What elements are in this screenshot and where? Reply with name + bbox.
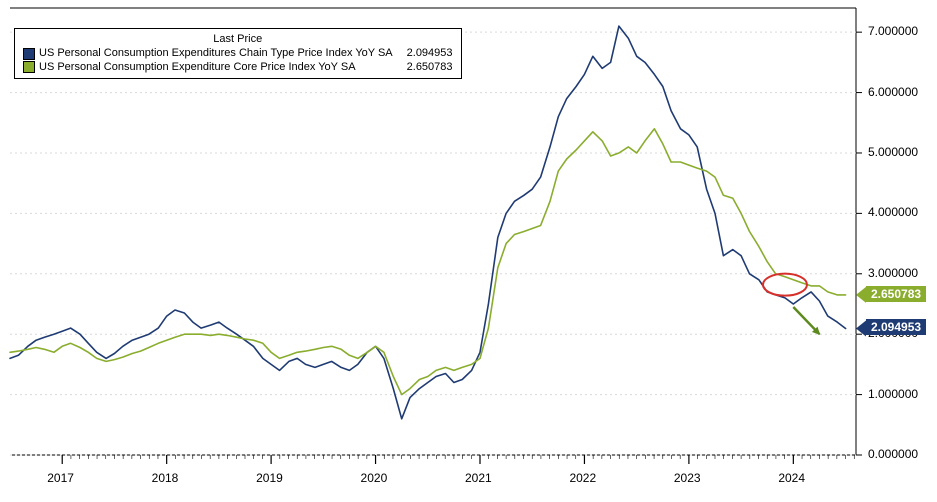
series-headline	[10, 26, 846, 419]
legend-row: US Personal Consumption Expenditures Cha…	[23, 47, 453, 61]
legend-box: Last Price US Personal Consumption Expen…	[14, 28, 462, 79]
legend-label: US Personal Consumption Expenditure Core…	[39, 61, 393, 75]
legend-swatch	[23, 61, 35, 73]
y-tick-label: 4.000000	[868, 205, 918, 219]
y-tick-label: 0.000000	[868, 447, 918, 461]
series-core	[10, 129, 846, 395]
y-tick-label: 1.000000	[868, 387, 918, 401]
y-tick-label: 3.000000	[868, 266, 918, 280]
y-tick-label: 7.000000	[868, 24, 918, 38]
end-label: 2.650783	[866, 286, 926, 302]
x-tick-label: 2022	[569, 471, 596, 485]
pce-chart: Last Price US Personal Consumption Expen…	[0, 0, 937, 502]
x-tick-label: 2018	[152, 471, 179, 485]
x-tick-label: 2019	[256, 471, 283, 485]
x-tick-label: 2023	[674, 471, 701, 485]
legend-value: 2.094953	[397, 47, 453, 61]
legend-title: Last Price	[23, 33, 453, 47]
x-tick-label: 2024	[778, 471, 805, 485]
x-tick-label: 2017	[47, 471, 74, 485]
legend-swatch	[23, 48, 35, 60]
x-tick-label: 2021	[465, 471, 492, 485]
end-label: 2.094953	[866, 319, 926, 335]
y-tick-label: 6.000000	[868, 85, 918, 99]
y-tick-label: 5.000000	[868, 145, 918, 159]
legend-label: US Personal Consumption Expenditures Cha…	[39, 47, 393, 61]
legend-row: US Personal Consumption Expenditure Core…	[23, 61, 453, 75]
x-tick-label: 2020	[361, 471, 388, 485]
legend-value: 2.650783	[397, 61, 453, 75]
